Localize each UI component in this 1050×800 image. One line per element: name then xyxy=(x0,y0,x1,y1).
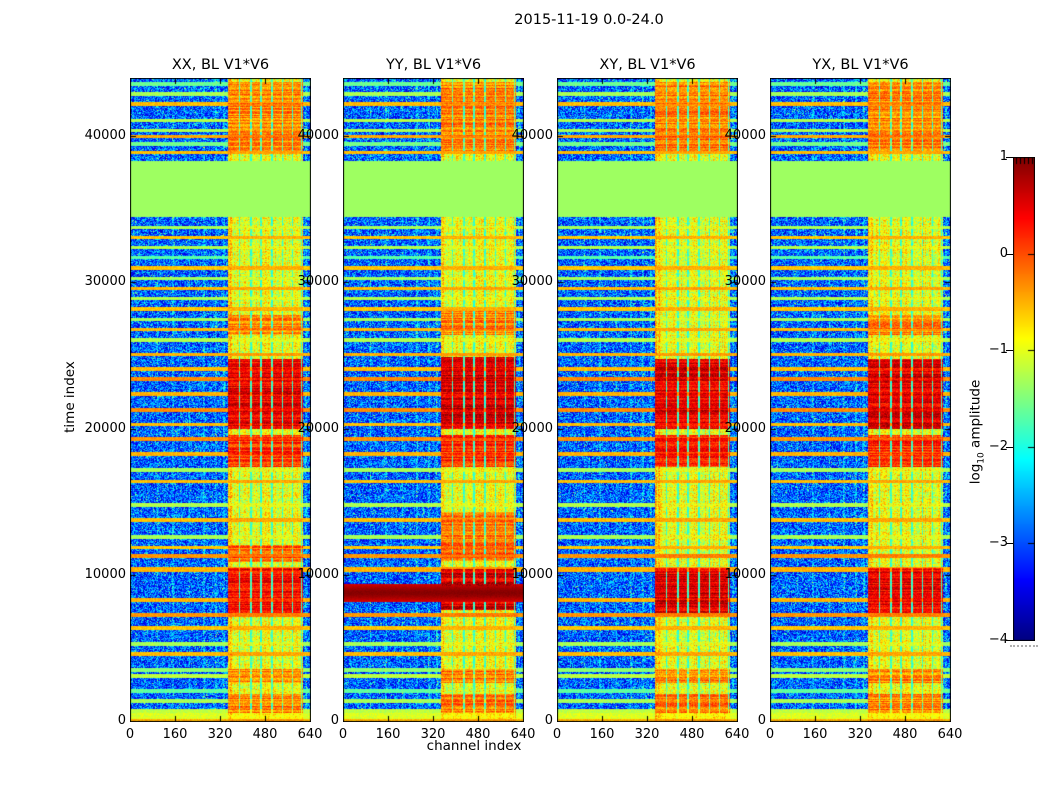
y-tick-label: 40000 xyxy=(297,128,339,143)
y-tick-label: 30000 xyxy=(724,274,766,290)
colorbar-label-prefix: log xyxy=(967,463,984,485)
x-tick-label: 160 xyxy=(802,727,828,742)
colorbar-tick-label: −1 xyxy=(988,342,1008,358)
y-tick-label: 10000 xyxy=(84,566,126,582)
y-tick-label: 30000 xyxy=(84,274,126,290)
colorbar-tick-mark xyxy=(1006,543,1013,545)
colorbar-gradient xyxy=(1013,157,1035,641)
x-tick-label: 480 xyxy=(465,727,491,742)
y-tick-label: 20000 xyxy=(724,420,766,436)
x-tick-label: 160 xyxy=(162,727,188,742)
y-tick-label: 0 xyxy=(330,713,339,728)
colorbar-tick-mark xyxy=(1006,350,1013,352)
y-tick-label: 10000 xyxy=(297,566,339,582)
colorbar-tick-label: −2 xyxy=(988,438,1008,454)
y-tick-label: 40000 xyxy=(84,128,126,143)
y-tick-label: 10000 xyxy=(511,566,553,582)
heatmap-panel-xx: XX, BL V1*V6 xyxy=(130,57,311,722)
y-tick-label: 40000 xyxy=(724,128,766,143)
x-tick-label: 160 xyxy=(375,727,401,742)
x-tick-label: 320 xyxy=(420,727,446,742)
colorbar-label-subscript: 10 xyxy=(976,452,987,464)
colorbar-tick-mark xyxy=(1006,446,1013,448)
panel-title-yx: YX, BL V1*V6 xyxy=(812,57,909,73)
x-tick-label: 320 xyxy=(207,727,233,742)
y-tick-label: 0 xyxy=(117,713,126,728)
y-tick-label: 20000 xyxy=(84,420,126,436)
heatmap-canvas-yx xyxy=(770,78,951,722)
x-tick-label: 320 xyxy=(634,727,660,742)
colorbar-tick-label: 0 xyxy=(999,245,1008,261)
colorbar-tick-label: −3 xyxy=(988,535,1008,551)
colorbar xyxy=(1010,157,1038,647)
y-tick-label: 20000 xyxy=(511,420,553,436)
y-tick-label: 20000 xyxy=(297,420,339,436)
y-tick-label: 0 xyxy=(544,713,553,728)
colorbar-tick-mark xyxy=(1006,157,1013,158)
heatmap-canvas-xx xyxy=(130,78,311,722)
heatmap-panel-xy: XY, BL V1*V6 xyxy=(557,57,738,722)
colorbar-bottom-dots xyxy=(1010,645,1038,647)
x-tick-label: 640 xyxy=(297,727,323,742)
y-tick-label: 0 xyxy=(757,713,766,728)
y-tick-label: 10000 xyxy=(724,566,766,582)
x-tick-label: 0 xyxy=(125,727,135,742)
colorbar-axis-label: log10 amplitude xyxy=(968,380,987,485)
x-tick-label: 640 xyxy=(510,727,536,742)
x-tick-label: 640 xyxy=(937,727,963,742)
colorbar-tick-mark xyxy=(1006,253,1013,255)
colorbar-tick-label: −4 xyxy=(988,632,1008,647)
heatmap-panel-yy: YY, BL V1*V6 xyxy=(343,57,524,722)
panel-title-xy: XY, BL V1*V6 xyxy=(599,57,696,73)
x-tick-label: 0 xyxy=(338,727,348,742)
x-tick-label: 0 xyxy=(765,727,775,742)
panel-title-yy: YY, BL V1*V6 xyxy=(385,57,482,73)
panel-title-xx: XX, BL V1*V6 xyxy=(171,57,270,73)
heatmap-canvas-yy xyxy=(343,78,524,722)
x-tick-label: 0 xyxy=(552,727,562,742)
colorbar-tick-mark xyxy=(1006,640,1013,641)
y-axis-label: time index xyxy=(62,361,78,433)
x-tick-label: 160 xyxy=(589,727,615,742)
y-tick-label: 30000 xyxy=(297,274,339,290)
x-tick-label: 320 xyxy=(847,727,873,742)
x-tick-label: 480 xyxy=(252,727,278,742)
colorbar-tick-label: 1 xyxy=(999,149,1008,164)
x-axis-label: channel index xyxy=(426,738,522,754)
y-tick-label: 40000 xyxy=(511,128,553,143)
x-tick-label: 640 xyxy=(724,727,750,742)
y-tick-label: 30000 xyxy=(511,274,553,290)
figure-title: 2015-11-19 0.0-24.0 xyxy=(514,12,664,28)
x-tick-label: 480 xyxy=(892,727,918,742)
x-tick-label: 480 xyxy=(679,727,705,742)
heatmap-canvas-xy xyxy=(557,78,738,722)
heatmap-panel-yx: YX, BL V1*V6 xyxy=(770,57,951,722)
